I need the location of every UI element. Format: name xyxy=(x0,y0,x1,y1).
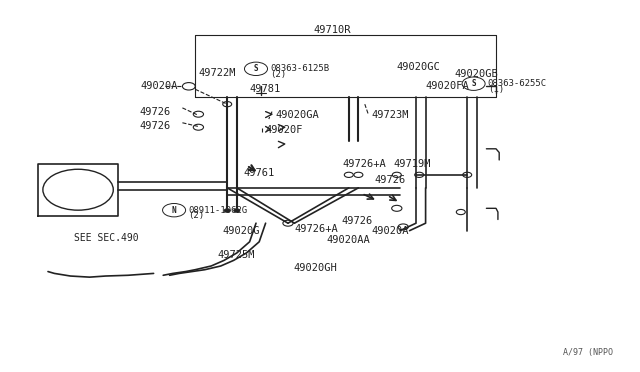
Text: 49719M: 49719M xyxy=(394,159,431,169)
Text: A/97 (NPPO: A/97 (NPPO xyxy=(563,348,613,357)
Text: 49726: 49726 xyxy=(140,107,171,116)
Text: 49726+A: 49726+A xyxy=(294,224,338,234)
Text: 08363-6125B: 08363-6125B xyxy=(270,64,329,73)
Text: (2): (2) xyxy=(270,70,286,79)
Text: 49020GB: 49020GB xyxy=(454,70,498,79)
Text: 49020A: 49020A xyxy=(141,81,179,90)
Circle shape xyxy=(234,209,240,212)
Text: 49020FA: 49020FA xyxy=(426,81,469,90)
Text: SEE SEC.490: SEE SEC.490 xyxy=(74,233,138,243)
Text: 49725M: 49725M xyxy=(218,250,255,260)
Text: 08363-6255C: 08363-6255C xyxy=(488,79,547,88)
Text: (2): (2) xyxy=(188,211,204,220)
Text: 49761: 49761 xyxy=(243,168,275,178)
Text: 49020GC: 49020GC xyxy=(397,62,440,72)
Text: 49722M: 49722M xyxy=(198,68,236,77)
Text: 49726+A: 49726+A xyxy=(342,159,386,169)
Circle shape xyxy=(224,209,230,212)
Text: S: S xyxy=(253,64,259,73)
Text: 49723M: 49723M xyxy=(371,110,409,120)
Text: 49020F: 49020F xyxy=(266,125,303,135)
Text: 08911-1062G: 08911-1062G xyxy=(188,206,247,215)
Text: 49710R: 49710R xyxy=(314,25,351,35)
Text: 49726: 49726 xyxy=(341,217,372,226)
Text: 49020GH: 49020GH xyxy=(293,263,337,273)
Text: 49726: 49726 xyxy=(374,176,406,185)
Text: N: N xyxy=(172,206,177,215)
Text: 49020G: 49020G xyxy=(223,226,260,235)
Text: 49020A: 49020A xyxy=(371,226,409,235)
Text: 49726: 49726 xyxy=(140,122,171,131)
Text: S: S xyxy=(471,79,476,88)
Text: 49781: 49781 xyxy=(250,84,281,94)
Text: (1): (1) xyxy=(488,85,504,94)
Text: 49020GA: 49020GA xyxy=(275,110,319,120)
Text: 49020AA: 49020AA xyxy=(326,235,370,245)
